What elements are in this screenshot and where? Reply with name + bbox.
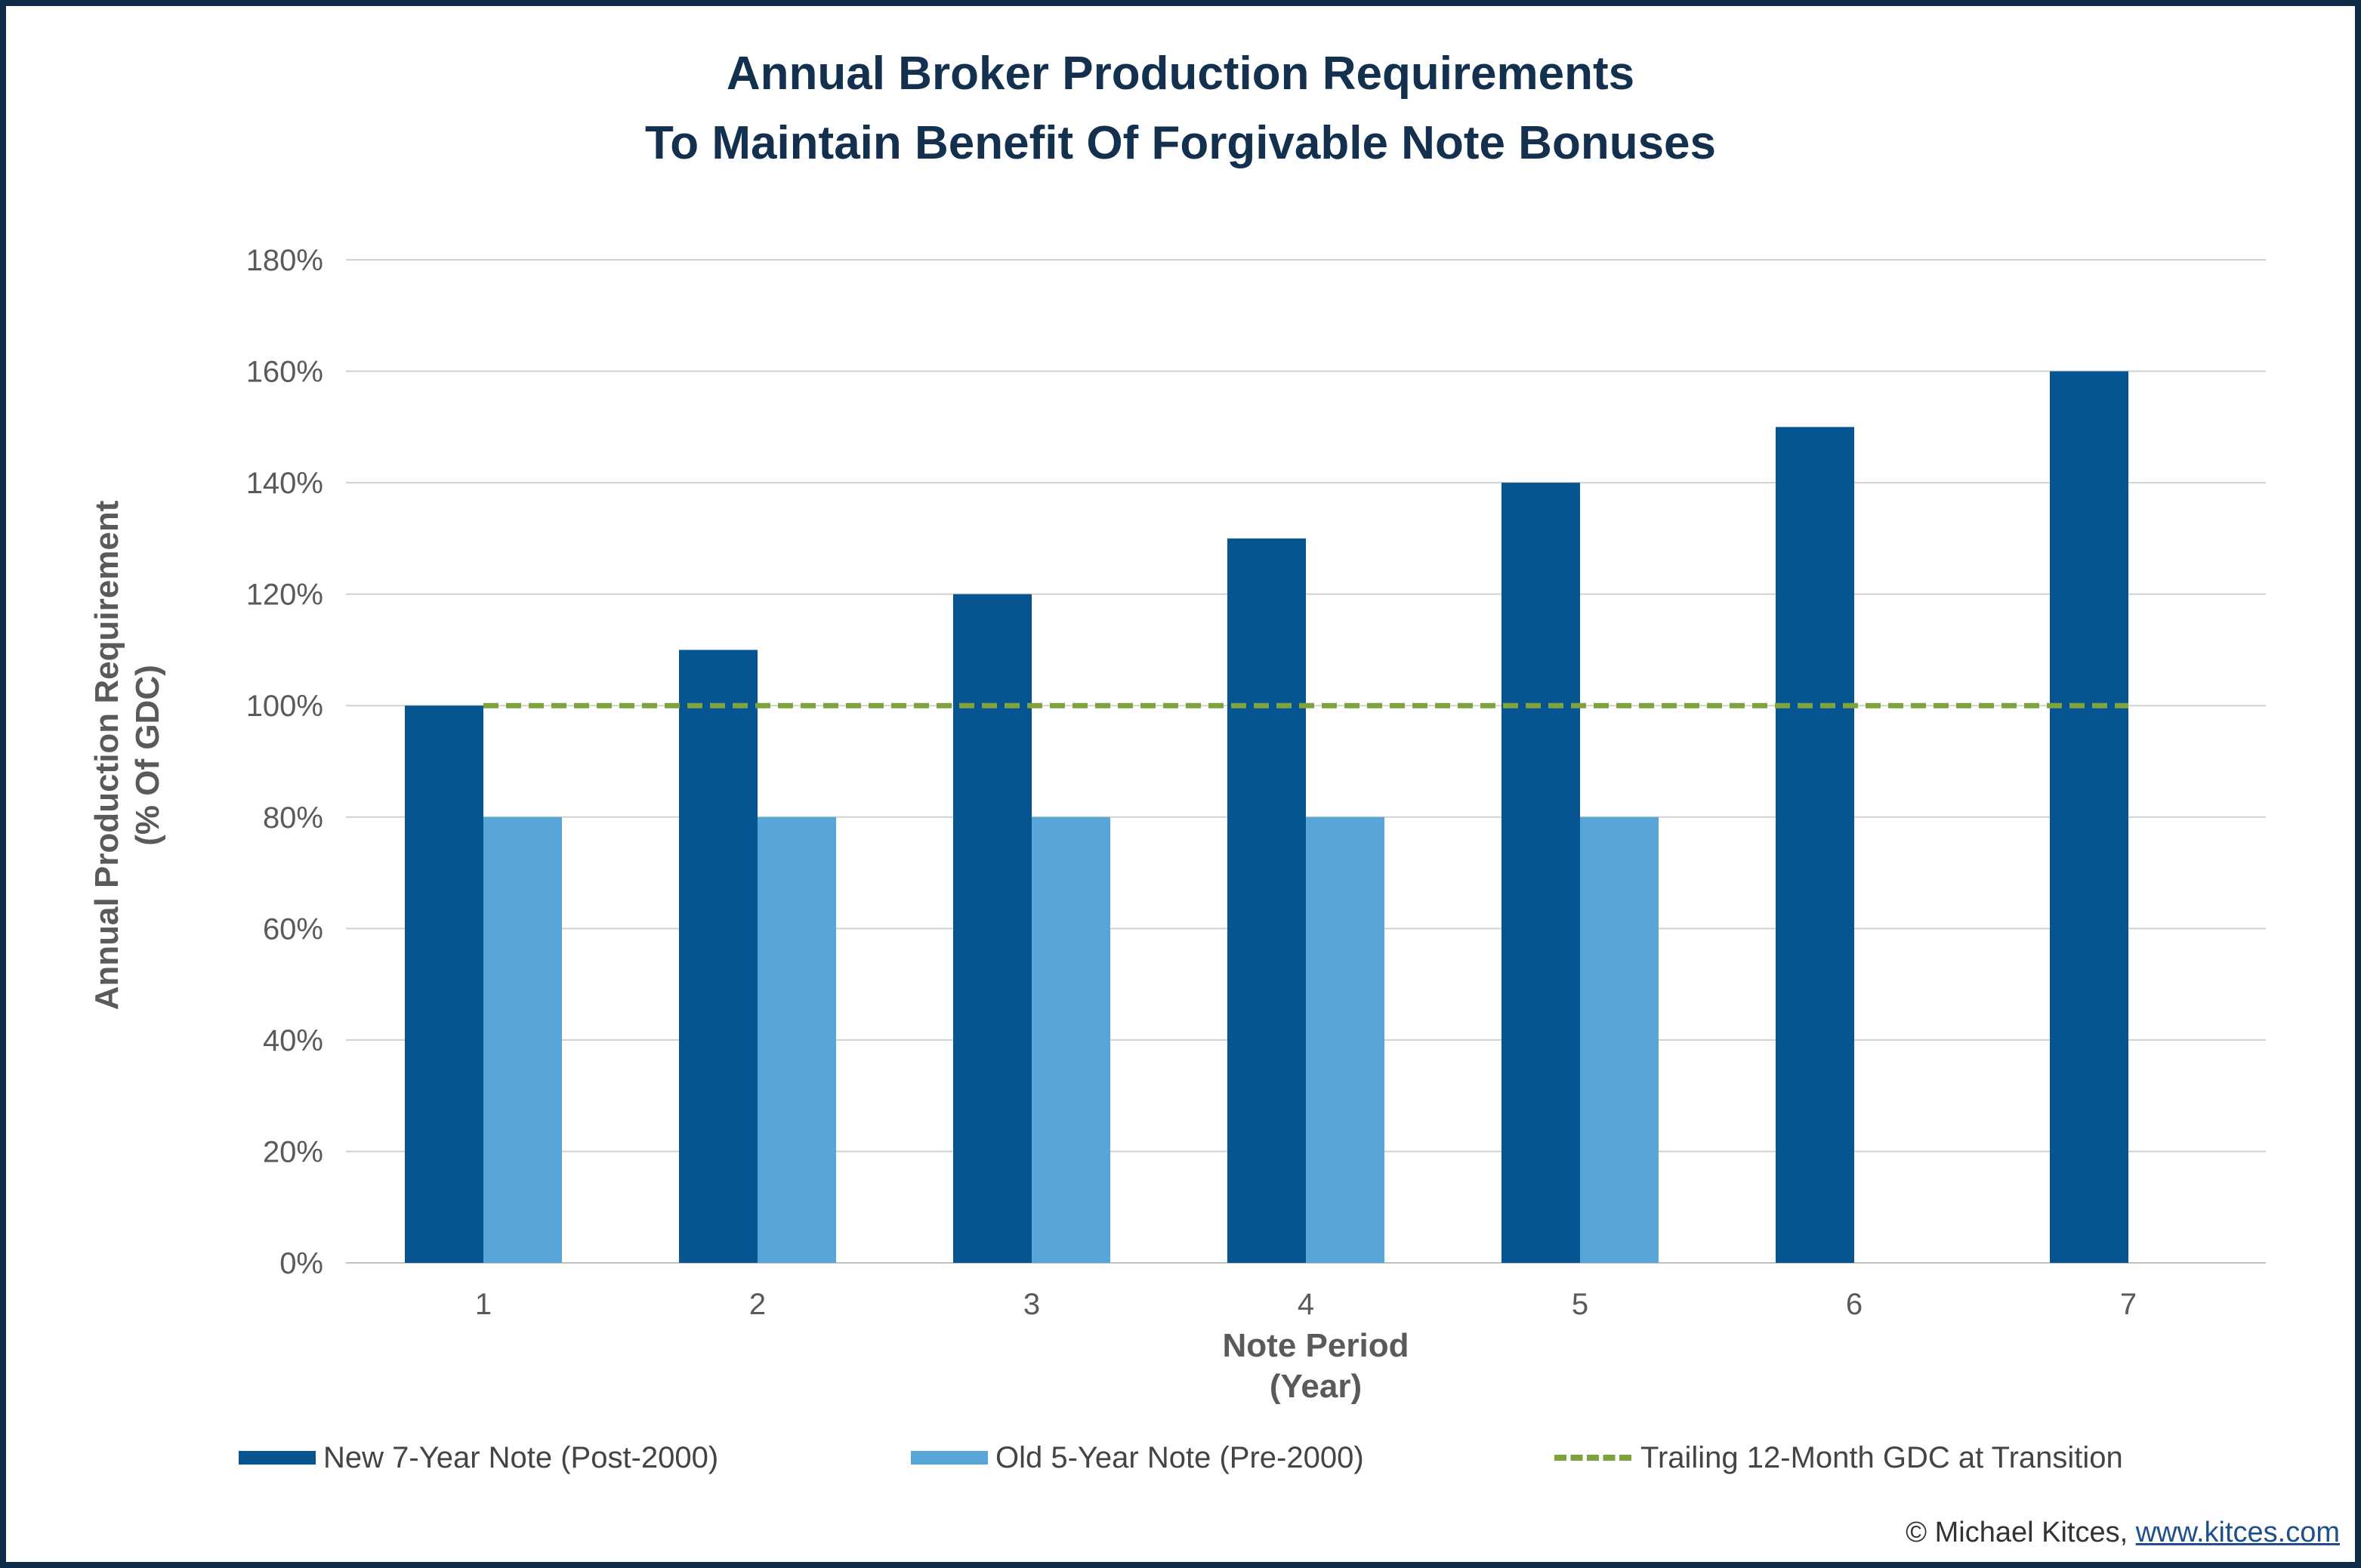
y-tick-label-140: 140% bbox=[246, 467, 323, 500]
legend-swatch-dashed-line bbox=[1554, 1455, 1631, 1461]
legend-item-old-note: Old 5-Year Note (Pre-2000) bbox=[911, 1435, 1364, 1480]
bar-new-note-year-4 bbox=[1227, 538, 1306, 1263]
bar-old-note-year-4 bbox=[1306, 816, 1384, 1263]
y-tick-label-0: 0% bbox=[279, 1247, 323, 1280]
legend-label-trailing-gdc: Trailing 12-Month GDC at Transition bbox=[1640, 1440, 2123, 1474]
y-tick-label-160: 160% bbox=[246, 356, 323, 389]
legend-label-new-note: New 7-Year Note (Post-2000) bbox=[323, 1440, 719, 1474]
bars bbox=[405, 371, 2128, 1264]
legend-label-old-note: Old 5-Year Note (Pre-2000) bbox=[995, 1440, 1364, 1474]
bar-new-note-year-5 bbox=[1501, 483, 1580, 1263]
y-tick-label-40: 40% bbox=[263, 1024, 323, 1057]
x-tick-label-4: 4 bbox=[1298, 1288, 1314, 1321]
bar-old-note-year-5 bbox=[1580, 816, 1659, 1263]
bar-new-note-year-1 bbox=[405, 705, 483, 1263]
y-axis-title-line-1: Annual Production Requirement bbox=[88, 500, 125, 1010]
legend-item-new-note: New 7-Year Note (Post-2000) bbox=[239, 1435, 718, 1480]
chart-title-line-1: Annual Broker Production Requirements bbox=[726, 48, 1635, 100]
bar-old-note-year-1 bbox=[483, 816, 562, 1263]
bar-old-note-year-2 bbox=[758, 816, 836, 1263]
legend-swatch-dark-blue bbox=[239, 1451, 316, 1465]
legend-item-trailing-gdc: Trailing 12-Month GDC at Transition bbox=[1554, 1435, 2123, 1480]
credit-link[interactable]: www.kitces.com bbox=[2135, 1517, 2340, 1548]
bar-new-note-year-3 bbox=[953, 594, 1032, 1263]
y-tick-label-80: 80% bbox=[263, 801, 323, 835]
x-tick-label-3: 3 bbox=[1023, 1288, 1040, 1321]
y-tick-label-60: 60% bbox=[263, 912, 323, 946]
chart-legend: New 7-Year Note (Post-2000) Old 5-Year N… bbox=[0, 1435, 2361, 1480]
y-axis-title-line-2: (% Of GDC) bbox=[129, 665, 166, 846]
bar-new-note-year-6 bbox=[1776, 427, 1854, 1264]
bar-new-note-year-7 bbox=[2050, 371, 2128, 1263]
bar-new-note-year-2 bbox=[679, 650, 758, 1263]
x-axis-ticks: 1 2 3 4 5 6 7 bbox=[475, 1288, 2137, 1321]
chart-title: Annual Broker Production Requirements To… bbox=[0, 39, 2361, 178]
credit-text: © Michael Kitces, bbox=[1906, 1517, 2136, 1548]
x-axis-title-line-2: (Year) bbox=[1270, 1368, 1362, 1405]
bar-chart: 0% 20% 40% 60% 80% 100% 120% 140% 160% 180% 1 2 3 4 5… bbox=[88, 244, 2266, 1405]
x-tick-label-2: 2 bbox=[749, 1288, 766, 1321]
y-tick-label-120: 120% bbox=[246, 579, 323, 612]
x-tick-label-1: 1 bbox=[475, 1288, 492, 1321]
y-axis-ticks: 0% 20% 40% 60% 80% 100% 120% 140% 160% 180% bbox=[246, 244, 323, 1280]
x-tick-label-6: 6 bbox=[1846, 1288, 1863, 1321]
legend-swatch-light-blue bbox=[911, 1451, 988, 1465]
copyright-credit: © Michael Kitces, www.kitces.com bbox=[1906, 1517, 2340, 1549]
x-tick-label-5: 5 bbox=[1572, 1288, 1588, 1321]
x-axis-title-line-1: Note Period bbox=[1223, 1327, 1409, 1364]
y-tick-label-180: 180% bbox=[246, 244, 323, 277]
y-tick-label-100: 100% bbox=[246, 690, 323, 723]
chart-title-line-2: To Maintain Benefit Of Forgivable Note B… bbox=[644, 117, 1717, 169]
x-tick-label-7: 7 bbox=[2120, 1288, 2137, 1321]
y-tick-label-20: 20% bbox=[263, 1135, 323, 1168]
bar-old-note-year-3 bbox=[1032, 816, 1110, 1263]
